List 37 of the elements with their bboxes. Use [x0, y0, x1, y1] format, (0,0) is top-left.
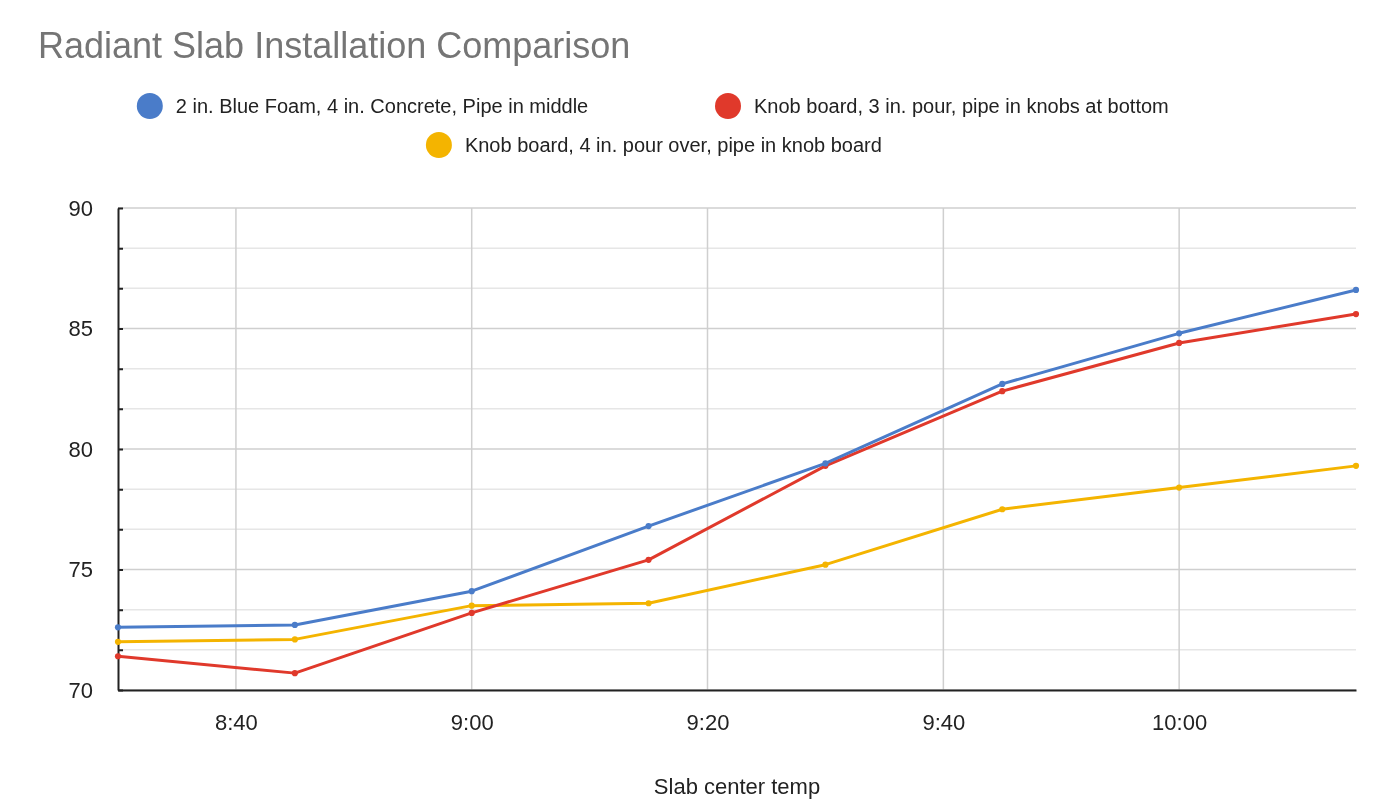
x-axis-title: Slab center temp	[653, 774, 821, 799]
point	[1352, 310, 1360, 318]
point	[1176, 484, 1183, 491]
y-tick-label: 90	[68, 195, 93, 221]
point	[645, 556, 652, 563]
point	[1352, 462, 1360, 469]
point	[999, 506, 1006, 513]
point	[1176, 339, 1183, 347]
point	[999, 380, 1006, 388]
x-tick-label: 8:40	[215, 709, 258, 735]
point	[645, 523, 652, 530]
point	[1176, 330, 1183, 337]
y-tick-label: 75	[68, 557, 93, 583]
point	[1352, 286, 1360, 294]
point	[468, 609, 475, 616]
x-tick-label: 10:00	[1152, 709, 1208, 735]
point	[468, 602, 475, 609]
point	[291, 670, 298, 677]
y-tick-label: 85	[68, 316, 93, 342]
y-tick-label: 70	[68, 677, 93, 703]
point	[114, 653, 122, 660]
y-tick-label: 80	[68, 436, 93, 462]
point	[468, 588, 475, 595]
legend-label: Knob board, 3 in. pour, pipe in knobs at bottom	[754, 95, 1169, 117]
chart-title: Radiant Slab Installation Comparison	[38, 25, 631, 66]
point	[291, 621, 298, 629]
x-tick-label: 9:20	[686, 709, 730, 735]
point	[822, 561, 829, 568]
point	[999, 388, 1006, 395]
point	[645, 600, 652, 607]
legend-label: 2 in. Blue Foam, 4 in. Concrete, Pipe in middle	[175, 95, 589, 117]
point	[291, 636, 298, 643]
legend-label: Knob board, 4 in. pour over, pipe in knob board	[464, 134, 882, 156]
x-tick-label: 9:40	[922, 709, 966, 735]
x-tick-label: 9:00	[450, 709, 494, 735]
point	[114, 638, 122, 645]
point	[114, 624, 122, 631]
